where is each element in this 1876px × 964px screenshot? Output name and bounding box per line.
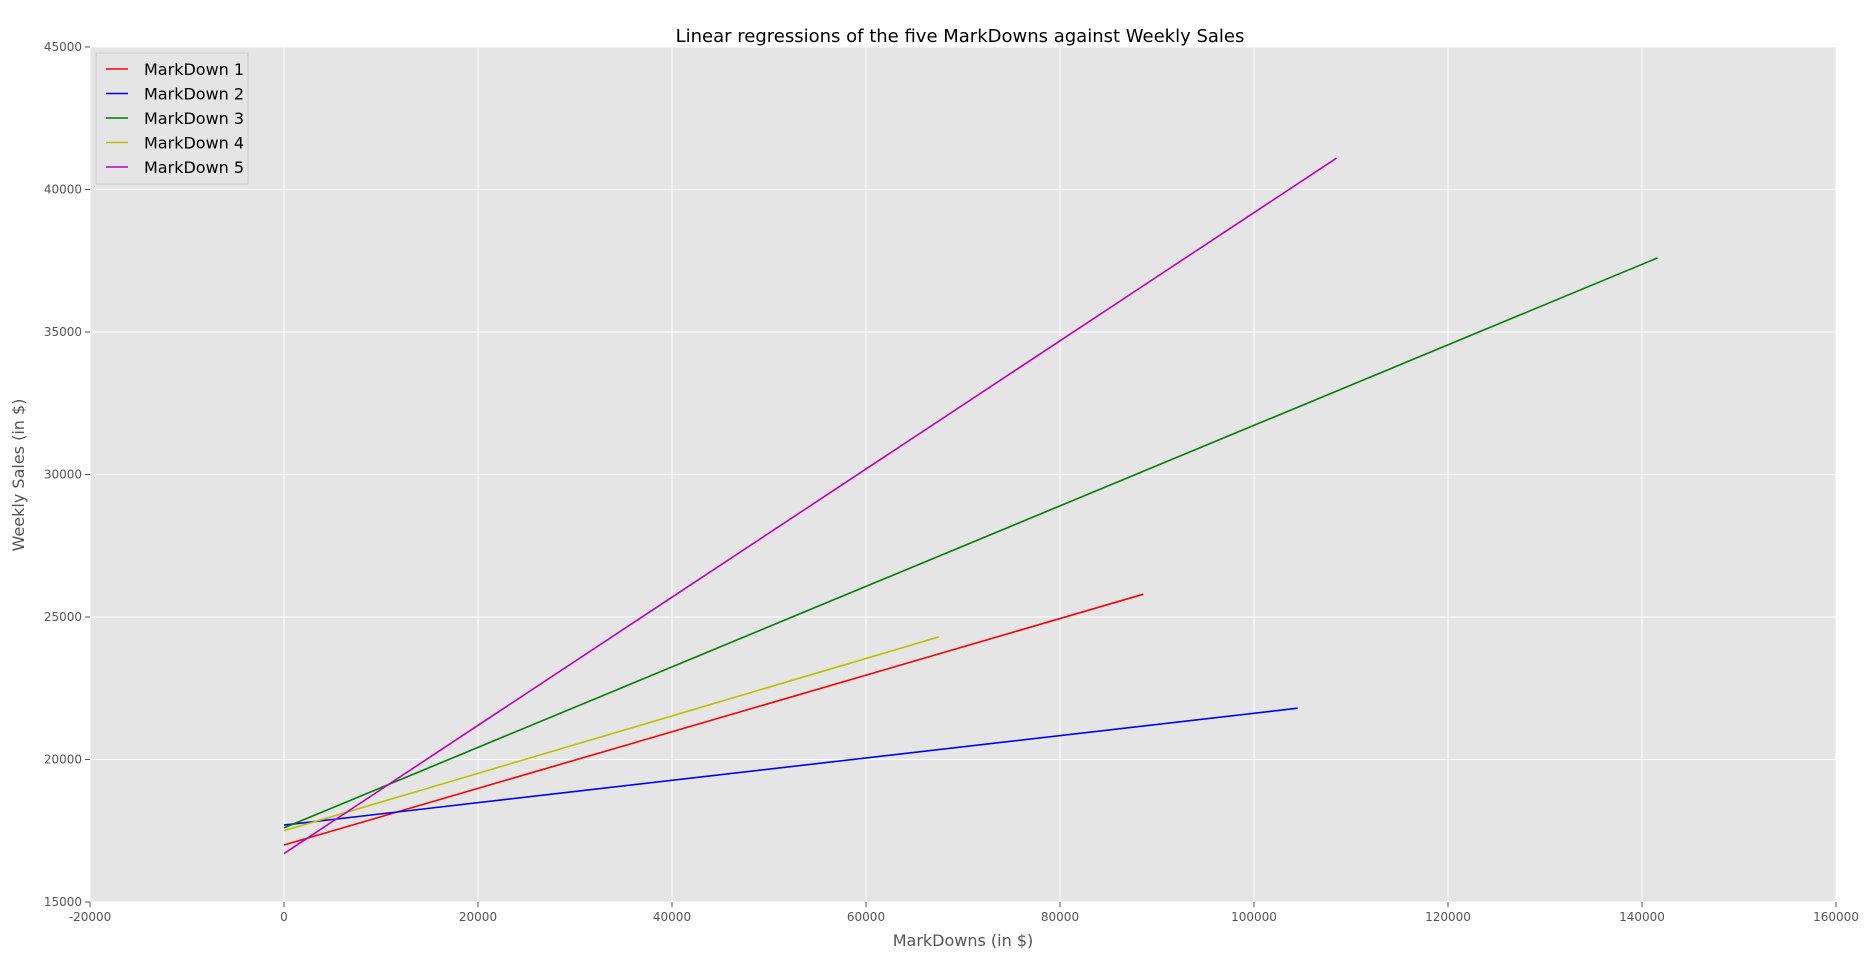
legend-label: MarkDown 5 xyxy=(144,158,244,177)
x-tick-label: -20000 xyxy=(69,910,112,924)
y-tick-label: 35000 xyxy=(44,325,82,339)
y-tick-label: 20000 xyxy=(44,753,82,767)
y-tick-label: 45000 xyxy=(44,40,82,54)
legend-label: MarkDown 2 xyxy=(144,85,244,104)
y-axis-label: Weekly Sales (in $) xyxy=(9,399,28,552)
series-line xyxy=(283,257,1658,829)
y-tick-label: 40000 xyxy=(44,183,82,197)
y-tick-label: 25000 xyxy=(44,610,82,624)
x-tick-label: 160000 xyxy=(1813,910,1859,924)
axis-ticks: -20000 0 20000 40000 60000 80000 100000 120000 1… xyxy=(44,40,1859,924)
legend-label: MarkDown 1 xyxy=(144,60,244,79)
x-tick-label: 120000 xyxy=(1425,910,1471,924)
y-tick-label: 15000 xyxy=(44,895,82,909)
gridlines xyxy=(89,46,1837,903)
x-tick-label: 20000 xyxy=(459,910,497,924)
x-tick-label: 140000 xyxy=(1619,910,1665,924)
x-tick-label: 40000 xyxy=(653,910,691,924)
series-line xyxy=(283,636,939,832)
chart-title: Linear regressions of the five MarkDowns… xyxy=(676,26,1245,47)
series-line xyxy=(283,707,1298,826)
y-tick-label: 30000 xyxy=(44,468,82,482)
legend-label: MarkDown 3 xyxy=(144,109,244,128)
series-line xyxy=(283,157,1337,855)
legend-label: MarkDown 4 xyxy=(144,134,244,153)
x-tick-label: 60000 xyxy=(847,910,885,924)
x-tick-label: 100000 xyxy=(1231,910,1277,924)
legend: MarkDown 1 MarkDown 2 MarkDown 3 MarkDown 4… xyxy=(95,52,249,185)
series-lines xyxy=(283,157,1658,855)
series-line xyxy=(283,593,1144,846)
x-tick-label: 0 xyxy=(280,910,288,924)
x-axis-label: MarkDowns (in $) xyxy=(893,931,1034,950)
x-tick-label: 80000 xyxy=(1041,910,1079,924)
